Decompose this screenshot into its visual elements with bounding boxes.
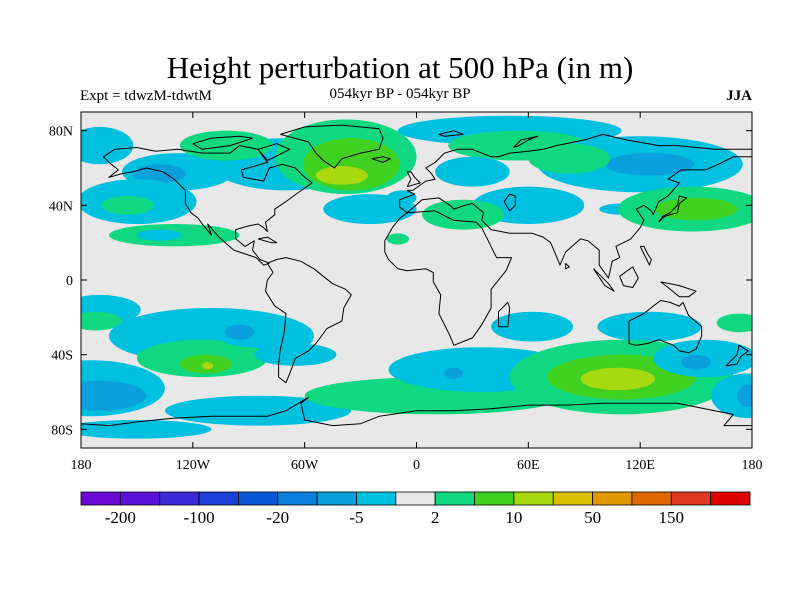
- coastline-svalbard: [438, 130, 464, 137]
- colorbar-swatch: [119, 491, 161, 506]
- anomaly-region: [386, 233, 410, 245]
- colorbar-swatch: [434, 491, 475, 506]
- anomaly-region: [101, 196, 154, 215]
- coastline-africa: [384, 210, 513, 346]
- colorbar-swatch: [710, 491, 751, 506]
- coastline-caspian: [503, 193, 516, 212]
- coastline-new-zealand: [725, 344, 749, 367]
- coastline-antarctica: [81, 397, 752, 427]
- colorbar-swatch: [592, 491, 633, 506]
- colorbar-swatch: [474, 491, 515, 506]
- lat-label: 80S: [51, 423, 73, 438]
- anomaly-region: [224, 324, 255, 340]
- colorbar-swatch: [198, 491, 239, 506]
- colorbar-swatch: [316, 491, 357, 506]
- coastline-baffin: [257, 143, 291, 161]
- colorbar-swatch: [356, 491, 397, 506]
- lon-label: 0: [413, 458, 420, 473]
- anomaly-region: [580, 367, 656, 391]
- lon-label: 60W: [291, 458, 319, 473]
- anomaly-region: [604, 153, 695, 176]
- colorbar-label: -20: [266, 508, 289, 527]
- lat-label: 80N: [49, 125, 73, 140]
- coastline-borneo: [619, 266, 639, 288]
- coastline-iceland: [371, 156, 391, 163]
- page-title: Height perturbation at 500 hPa (in m): [166, 50, 634, 85]
- anomaly-region: [528, 143, 611, 174]
- colorbar-label: -100: [183, 508, 214, 527]
- coastline-novaya-zemlya: [513, 135, 539, 148]
- colorbar-swatch: [631, 491, 672, 506]
- lon-label: 120W: [176, 458, 211, 473]
- colorbar-swatch: [552, 491, 593, 506]
- anomaly-region: [315, 166, 369, 185]
- anomaly-region: [737, 384, 752, 407]
- anomaly-region: [422, 199, 505, 230]
- colorbar-label: -200: [105, 508, 136, 527]
- colorbar-label: 150: [659, 508, 685, 527]
- period-label: 054kyr BP - 054kyr BP: [329, 86, 471, 102]
- colorbar-swatch: [395, 491, 436, 506]
- anomaly-region: [597, 311, 702, 342]
- anomaly-region: [254, 343, 337, 366]
- coastline-south-america: [265, 257, 352, 384]
- experiment-label: Expt = tdwzM-tdwtM: [80, 88, 212, 104]
- lat-label: 0: [66, 274, 73, 289]
- lon-label: 120E: [625, 458, 655, 473]
- coastline-madagascar: [498, 301, 511, 328]
- coastline-north-america: [103, 145, 313, 266]
- colorbar-swatch: [238, 491, 279, 506]
- coastline-sumatra: [593, 268, 615, 292]
- colorbar-label: -5: [349, 508, 363, 527]
- coastlines: [81, 124, 752, 427]
- lat-label: 40N: [49, 199, 73, 214]
- anomaly-region: [716, 313, 752, 333]
- colorbar-swatch: [277, 491, 318, 506]
- lon-label: 60E: [517, 458, 540, 473]
- coastline-greenland: [280, 124, 384, 169]
- lon-label: 180: [71, 458, 92, 473]
- anomaly-region: [711, 373, 752, 419]
- coastline-sri-lanka: [565, 262, 570, 270]
- colorbar-swatch: [159, 491, 200, 506]
- anomaly-region: [81, 380, 147, 411]
- coastline-japan: [658, 195, 688, 223]
- anomaly-region: [655, 197, 738, 221]
- coastline-cuba: [257, 236, 278, 244]
- anomaly-region: [491, 311, 574, 342]
- anomaly-region: [435, 156, 510, 187]
- coastline-philippines: [639, 245, 652, 266]
- colorbar: -200 -100 -20 -5 2 10 50 150: [80, 491, 751, 527]
- lat-label: 40S: [51, 349, 73, 364]
- coastline-british-isles: [406, 171, 421, 188]
- coastline-new-guinea: [660, 281, 697, 298]
- coastline-arctic-islands: [192, 135, 253, 150]
- axis-ticks: 80N 40N 0 40S 80S 180 120W 60W 0 60E 120E 180: [49, 112, 763, 473]
- anomaly-region: [681, 354, 711, 370]
- colorbar-label: 10: [505, 508, 522, 527]
- anomaly-region: [81, 126, 134, 165]
- anomaly-region: [386, 190, 417, 206]
- coastline-eurasia: [399, 133, 752, 279]
- season-label: JJA: [726, 88, 752, 104]
- coastline-australia: [628, 300, 703, 354]
- colorbar-swatch: [670, 491, 712, 506]
- lon-label: 180: [742, 458, 763, 473]
- anomaly-region: [81, 311, 122, 331]
- anomaly-region: [202, 362, 214, 370]
- colorbar-label: 2: [431, 508, 440, 527]
- colorbar-swatch: [80, 491, 121, 506]
- colorbar-swatch: [513, 491, 554, 506]
- anomaly-region: [136, 229, 182, 241]
- anomaly-region: [444, 367, 464, 379]
- colorbar-label: 50: [584, 508, 601, 527]
